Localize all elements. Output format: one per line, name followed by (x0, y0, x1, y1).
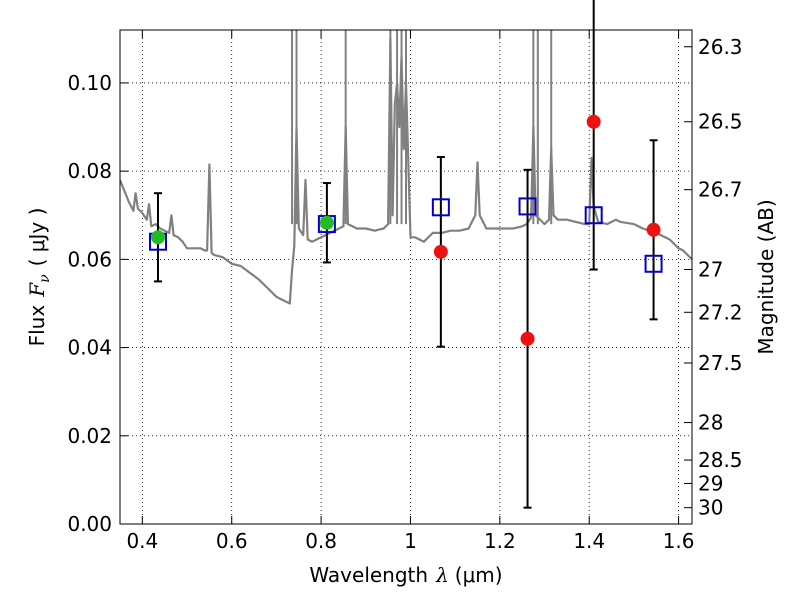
plot-frame (119, 29, 693, 525)
model-square-marker (518, 197, 537, 216)
red-data-point (520, 331, 535, 346)
model-square-marker (644, 254, 663, 273)
mag-tick-label: 26.7 (698, 178, 743, 202)
green-data-point (319, 215, 334, 230)
y-tick-label: 0.02 (67, 424, 112, 448)
model-square-marker (584, 206, 603, 225)
red-data-point (586, 114, 601, 129)
x-axis-title: Wavelength λ (μm) (309, 563, 502, 587)
mag-tick-label: 29 (698, 471, 723, 495)
x-tick-label: 0.8 (305, 529, 337, 553)
x-tick-label: 0.4 (126, 529, 158, 553)
y-tick-label: 0.10 (67, 71, 112, 95)
y2-axis-title: Magnitude (AB) (754, 199, 778, 354)
x-tick-label: 1.2 (484, 529, 516, 553)
x-tick-label: 1.6 (663, 529, 695, 553)
y-tick-label: 0.00 (67, 512, 112, 536)
mag-tick-label: 27 (698, 258, 723, 282)
red-data-point (646, 222, 661, 237)
mag-tick-label: 27.5 (698, 351, 743, 375)
x-tick-label: 0.6 (216, 529, 248, 553)
mag-tick-label: 30 (698, 496, 723, 520)
markers-layer (148, 0, 663, 509)
mag-tick-label: 27.2 (698, 300, 743, 324)
axis-ticks: 0.4 0.6 0.8 1 1.2 1.4 1.6 0.00 0.02 0.04 0.06 0.08 0… (67, 30, 743, 553)
mag-tick-label: 28 (698, 411, 723, 435)
data-layer (120, 30, 692, 305)
red-data-point (433, 244, 448, 259)
spectrum-line (120, 37, 692, 305)
mag-tick-label: 26.3 (698, 35, 743, 59)
y-tick-label: 0.04 (67, 336, 112, 360)
mag-tick-label: 28.5 (698, 448, 743, 472)
mag-tick-label: 26.5 (698, 110, 743, 134)
x-tick-label: 1 (404, 529, 417, 553)
model-square-marker (431, 198, 450, 217)
green-data-point (150, 230, 165, 245)
y-axis-title: FluxFν( μJy ) (25, 208, 53, 347)
y-tick-label: 0.08 (67, 159, 112, 183)
y-tick-label: 0.06 (67, 247, 112, 271)
x-tick-label: 1.4 (573, 529, 605, 553)
